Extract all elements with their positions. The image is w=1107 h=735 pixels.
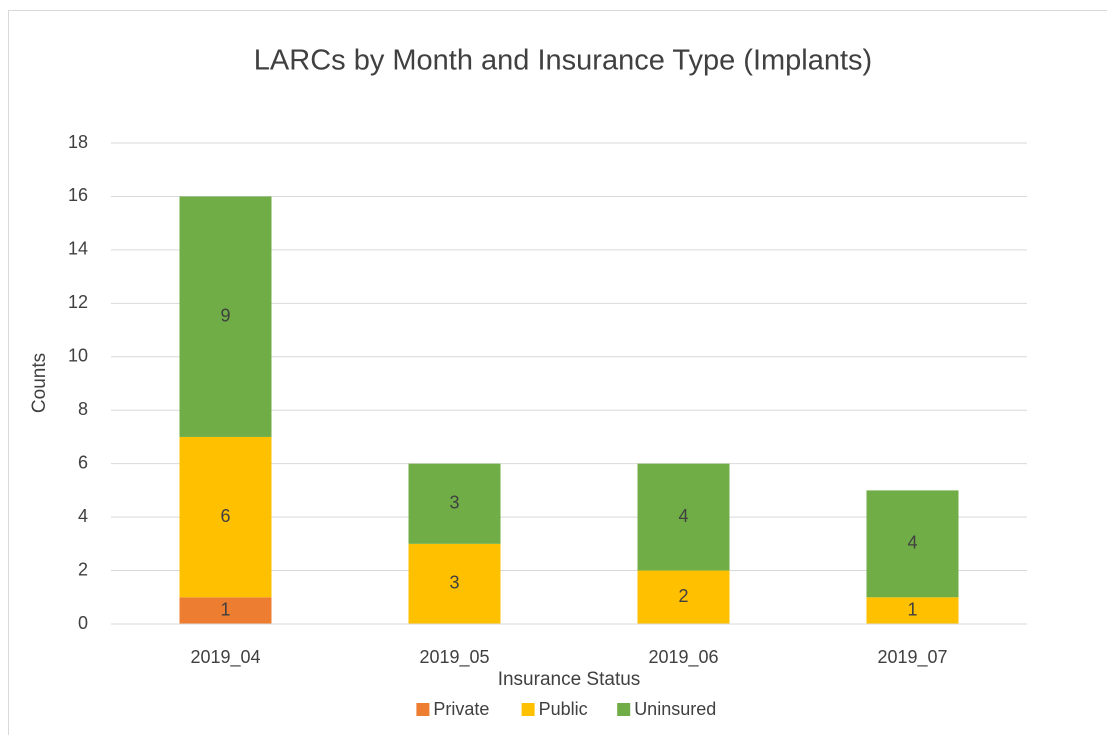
bar-segment — [179, 196, 272, 437]
y-tick-label: 8 — [78, 399, 88, 419]
data-label: 6 — [220, 506, 230, 526]
bar-segment — [637, 463, 730, 571]
y-tick-label: 18 — [68, 132, 88, 152]
y-axis-label: Counts — [29, 353, 50, 413]
y-tick-label: 2 — [78, 559, 88, 579]
x-tick-label: 2019_04 — [190, 647, 260, 668]
y-tick-label: 12 — [68, 292, 88, 312]
bar-segment — [179, 597, 272, 624]
x-tick-label: 2019_05 — [419, 647, 489, 668]
y-tick-label: 10 — [68, 346, 88, 366]
data-label: 1 — [220, 599, 230, 619]
data-label: 4 — [907, 533, 917, 553]
legend-label: Uninsured — [634, 699, 716, 719]
legend-label: Public — [539, 699, 588, 719]
data-label: 3 — [449, 493, 459, 513]
y-tick-label: 6 — [78, 452, 88, 472]
data-label: 1 — [907, 599, 917, 619]
bar-segment — [408, 463, 501, 544]
legend-swatch — [617, 703, 631, 716]
x-axis-label: Insurance Status — [498, 669, 641, 690]
chart-border — [8, 10, 1107, 735]
x-tick-label: 2019_07 — [877, 647, 947, 668]
y-tick-label: 16 — [68, 185, 88, 205]
legend-swatch — [521, 703, 535, 716]
legend-swatch — [416, 703, 430, 716]
bar-segment — [408, 543, 501, 624]
data-label: 9 — [220, 305, 230, 325]
data-label: 4 — [678, 506, 688, 526]
bar-segment — [637, 570, 730, 624]
data-label: 2 — [678, 586, 688, 606]
bar-segment — [866, 597, 959, 624]
x-tick-label: 2019_06 — [648, 647, 718, 668]
y-tick-label: 4 — [78, 506, 88, 526]
y-tick-label: 14 — [68, 239, 88, 259]
data-label: 3 — [449, 573, 459, 593]
y-tick-label: 0 — [78, 613, 88, 633]
chart-title: LARCs by Month and Insurance Type (Impla… — [254, 45, 872, 77]
legend-label: Private — [433, 699, 489, 719]
bar-segment — [866, 490, 959, 598]
bar-segment — [179, 436, 272, 598]
